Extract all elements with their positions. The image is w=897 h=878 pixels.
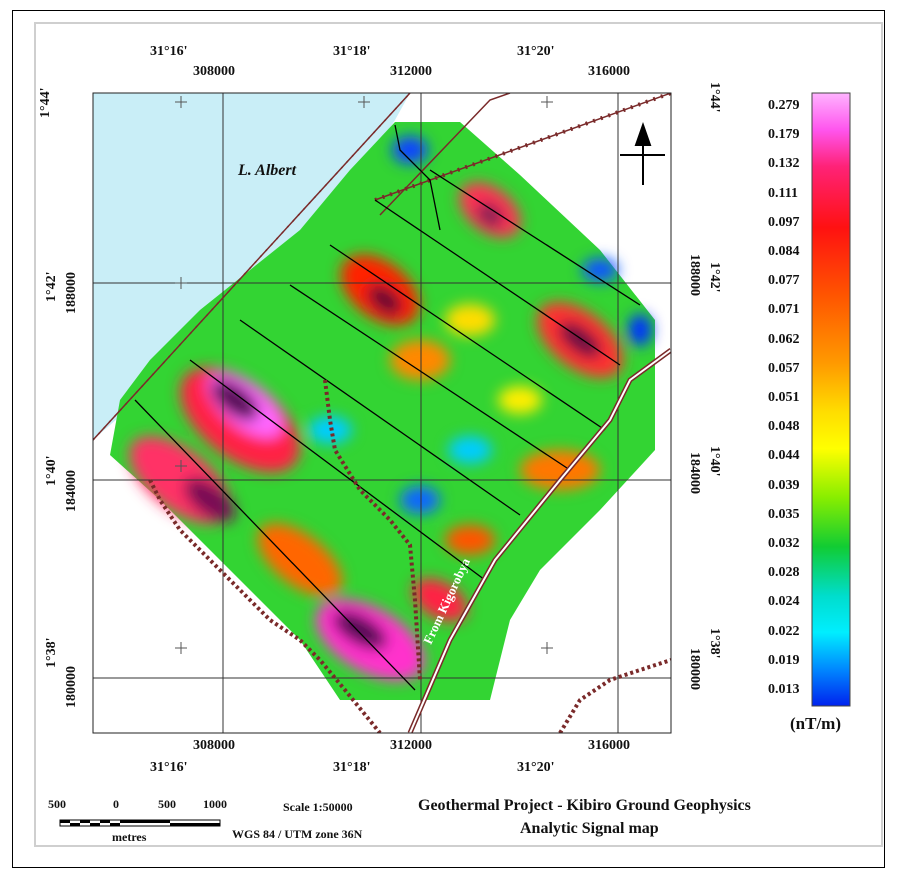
left-northing-label-2: 184000 [64, 470, 79, 512]
scale-label-1000: 1000 [203, 797, 227, 811]
top-lon-label-2: 31°18' [333, 44, 371, 59]
top-easting-label-2: 312000 [390, 64, 432, 79]
legend-unit: (nT/m) [790, 714, 841, 733]
right-northing-label-3: 180000 [687, 648, 702, 690]
legend-value: 0.051 [768, 390, 800, 405]
geographic-graticule-crosses [175, 96, 553, 654]
map-border [92, 92, 672, 734]
bottom-lon-label-1: 31°16' [150, 760, 188, 775]
legend-value: 0.024 [768, 594, 800, 610]
legend-value: 0.013 [768, 682, 800, 697]
top-lon-label-1: 31°16' [150, 44, 188, 59]
legend-value: 0.279 [768, 98, 800, 113]
scale-label-500-left: 500 [48, 797, 66, 811]
legend-value: 0.179 [768, 127, 800, 143]
left-lat-label-4: 1°38' [44, 637, 59, 669]
left-northing-label-1: 188000 [64, 272, 79, 314]
left-lat-label-3: 1°40' [44, 455, 59, 487]
dotted-boundaries [148, 379, 671, 733]
right-northing-label-2: 184000 [687, 452, 702, 494]
right-lat-label-4: 1°38' [707, 628, 722, 659]
top-easting-label-3: 316000 [588, 64, 630, 79]
right-lat-label-2: 1°42' [707, 262, 722, 293]
right-lat-label-3: 1°40' [707, 446, 722, 477]
fault-lines [93, 93, 671, 441]
legend-value: 0.071 [768, 302, 800, 318]
map-title: Geothermal Project - Kibiro Ground Geoph… [418, 797, 751, 814]
projection-label: WGS 84 / UTM zone 36N [232, 827, 363, 841]
left-northing-label-3: 180000 [64, 666, 79, 708]
top-easting-label-1: 308000 [193, 64, 235, 79]
bottom-easting-label-3: 316000 [588, 738, 630, 753]
bottom-lon-label-2: 31°18' [333, 760, 371, 775]
map-subtitle: Analytic Signal map [520, 820, 659, 837]
bottom-easting-label-1: 308000 [193, 738, 235, 753]
legend-value: 0.032 [768, 536, 800, 551]
legend-value: 0.132 [768, 156, 800, 172]
legend-value: 0.044 [768, 448, 800, 464]
legend-value: 0.039 [768, 477, 800, 493]
top-lon-label-3: 31°20' [517, 44, 555, 59]
left-lat-label-2: 1°42' [44, 271, 59, 303]
legend-value: 0.035 [768, 506, 800, 522]
scale-bar [59, 819, 221, 827]
right-lat-label-1: 1°44' [707, 82, 722, 113]
legend-color-bar [811, 92, 851, 707]
scale-ratio: Scale 1:50000 [283, 800, 353, 814]
road-from-kigorobya [407, 347, 671, 733]
legend-value: 0.097 [768, 214, 800, 230]
scale-label-0: 0 [113, 797, 119, 811]
legend-value: 0.077 [768, 273, 800, 289]
left-lat-label-1: 1°44' [38, 87, 53, 119]
scale-unit: metres [112, 830, 147, 844]
bottom-easting-label-2: 312000 [390, 738, 432, 753]
legend-value: 0.028 [768, 565, 800, 581]
legend-value: 0.019 [768, 652, 800, 668]
legend-value: 0.062 [768, 331, 800, 347]
survey-profiles [134, 124, 641, 691]
legend-value: 0.022 [768, 623, 800, 639]
utm-grid [93, 93, 671, 733]
lake-label: L. Albert [238, 162, 297, 179]
legend-value: 0.057 [768, 360, 800, 376]
bottom-lon-label-3: 31°20' [517, 760, 555, 775]
legend-value: 0.111 [768, 185, 798, 201]
north-arrow-icon [620, 121, 665, 185]
legend-value: 0.084 [768, 244, 800, 259]
legend-value: 0.048 [768, 419, 800, 435]
scale-label-500-right: 500 [158, 797, 176, 811]
right-northing-label-1: 188000 [687, 254, 702, 296]
